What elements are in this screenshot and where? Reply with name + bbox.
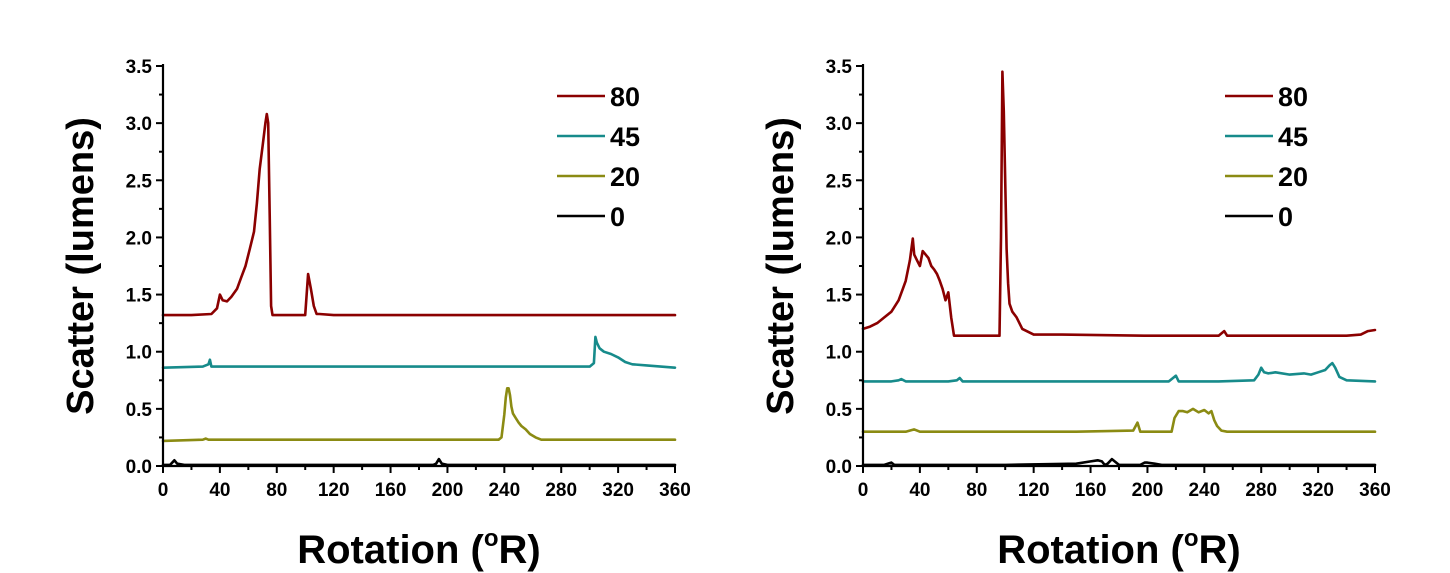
- series-line-0: [861, 457, 1377, 467]
- y-tick-label: 0.5: [826, 400, 853, 421]
- x-tick-label: 0: [858, 480, 869, 501]
- chart-left: 0.00.51.01.52.02.53.03.50 40 80 120 160 200 24…: [60, 57, 691, 572]
- x-tick-label: 240: [488, 480, 520, 501]
- legend-label-0: 0: [1278, 202, 1293, 232]
- x-tick-label: 160: [1075, 480, 1107, 501]
- legend-label-80: 80: [1278, 82, 1308, 112]
- y-tick-label: 1.5: [126, 286, 153, 307]
- series-line-20: [161, 386, 677, 443]
- x-axis-label: Rotation (oR): [297, 525, 541, 572]
- series-line-20: [861, 407, 1377, 434]
- y-axis-label: Scatter (lumens): [760, 117, 802, 415]
- x-tick-label: 360: [659, 480, 691, 501]
- series-line-0: [161, 457, 677, 467]
- x-axis-label-end: R): [1199, 528, 1241, 572]
- legend-label-20: 20: [1278, 162, 1308, 192]
- legend-label-20: 20: [610, 162, 640, 192]
- x-tick-label: 160: [375, 480, 407, 501]
- legend-label-45: 45: [1278, 122, 1308, 152]
- y-tick-label: 3.0: [826, 114, 852, 135]
- series-line-80: [161, 112, 677, 317]
- y-tick-label: 0.0: [826, 457, 852, 478]
- y-tick-label: 1.0: [126, 343, 152, 364]
- legend-label-0: 0: [610, 202, 625, 232]
- x-axis-label-end: R): [499, 528, 541, 572]
- x-tick-label: 120: [318, 480, 350, 501]
- x-axis-label-main: Rotation (: [297, 528, 484, 572]
- x-tick-label: 200: [1132, 480, 1164, 501]
- x-tick-label: 120: [1018, 480, 1050, 501]
- y-tick-label: 0.0: [126, 457, 152, 478]
- series-line-45: [861, 361, 1377, 383]
- x-tick-label: 0: [158, 480, 169, 501]
- x-tick-label: 280: [545, 480, 577, 501]
- x-tick-label: 280: [1245, 480, 1277, 501]
- x-tick-label: 200: [432, 480, 464, 501]
- series-line-45: [161, 335, 677, 370]
- x-tick-label: 80: [966, 480, 987, 501]
- legend-label-45: 45: [610, 122, 640, 152]
- y-tick-label: 2.0: [826, 228, 852, 249]
- y-tick-label: 3.5: [826, 57, 853, 78]
- y-tick-label: 1.0: [826, 343, 852, 364]
- y-tick-label: 2.5: [126, 171, 153, 192]
- legend-label-80: 80: [610, 82, 640, 112]
- x-axis-label-superscript: o: [484, 525, 499, 552]
- y-tick-label: 2.5: [826, 171, 853, 192]
- x-tick-label: 40: [909, 480, 930, 501]
- y-tick-label: 2.0: [126, 228, 152, 249]
- series-line-80: [861, 70, 1377, 338]
- y-axis-label: Scatter (lumens): [60, 117, 102, 415]
- x-tick-label: 80: [266, 480, 287, 501]
- x-axis-label-superscript: o: [1184, 525, 1199, 552]
- y-tick-label: 3.0: [126, 114, 152, 135]
- y-tick-label: 0.5: [126, 400, 153, 421]
- x-tick-label: 360: [1359, 480, 1391, 501]
- x-tick-label: 240: [1188, 480, 1220, 501]
- legend: 80 45 20 0: [1225, 82, 1308, 232]
- x-axis-label: Rotation (oR): [997, 525, 1241, 572]
- chart-right: 0.00.51.01.52.02.53.03.50 40 80 120 160 200 24…: [760, 57, 1391, 572]
- x-tick-label: 40: [209, 480, 230, 501]
- x-tick-label: 320: [1302, 480, 1334, 501]
- x-tick-label: 320: [602, 480, 634, 501]
- x-axis-label-main: Rotation (: [997, 528, 1184, 572]
- y-tick-label: 1.5: [826, 286, 853, 307]
- y-tick-label: 3.5: [126, 57, 153, 78]
- legend: 80 45 20 0: [557, 82, 640, 232]
